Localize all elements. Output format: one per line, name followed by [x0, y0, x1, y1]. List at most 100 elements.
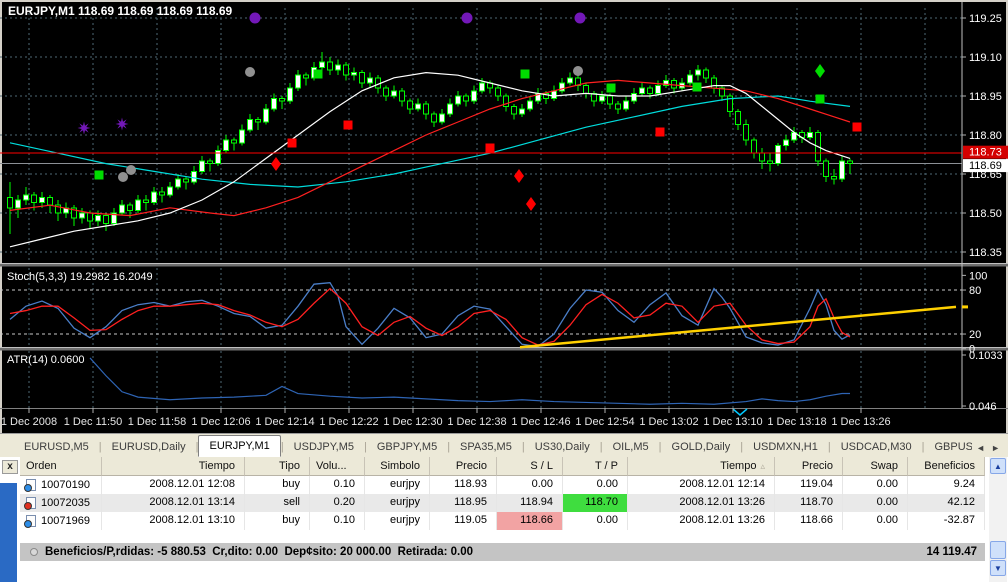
cell-tp: 0.00 [563, 512, 628, 530]
cell-price: 118.93 [430, 476, 497, 494]
column-header-precio[interactable]: Precio [430, 457, 497, 476]
column-header-orden[interactable]: Orden [20, 457, 102, 476]
time-axis-label: 1 Dec 12:22 [319, 416, 378, 428]
terminal-scrollbar[interactable]: ▲ ▼ [989, 457, 1007, 582]
green-square-marker [693, 83, 702, 92]
order-row-10071969[interactable]: 100719692008.12.01 13:10buy0.10eurjpy119… [20, 512, 985, 530]
purple-dot-marker [462, 13, 473, 24]
mt4-window: 119.25119.10118.95118.80118.65118.50118.… [0, 0, 1008, 582]
tabs-scroll-right-icon[interactable]: ► [991, 443, 1000, 453]
tab-gold-daily[interactable]: GOLD,Daily [662, 437, 741, 457]
cell-type: sell [245, 494, 310, 512]
tab-oil-m5[interactable]: OIL,M5 [603, 437, 659, 457]
gray-dot-marker [573, 66, 583, 76]
price-chart[interactable]: 119.25119.10118.95118.80118.65118.50118.… [0, 0, 1008, 433]
cell-swap: 0.00 [843, 512, 908, 530]
price-axis-label: 119.25 [969, 13, 1002, 25]
tab-eurjpy-m1[interactable]: EURJPY,M1 [198, 435, 280, 457]
atr-axis-label: 0.1033 [969, 350, 1003, 362]
column-header-volu-[interactable]: Volu... [310, 457, 365, 476]
purple-star-marker [78, 122, 91, 135]
column-header-tiempo[interactable]: Tiempo [102, 457, 245, 476]
cell-close_price: 118.70 [775, 494, 843, 512]
pane-separator [0, 264, 1008, 267]
scroll-down-icon[interactable]: ▼ [990, 560, 1006, 576]
green-square-marker [314, 70, 323, 79]
cell-symbol: eurjpy [365, 494, 430, 512]
bid-price-label: 118.69 [969, 160, 1002, 172]
time-axis-label: 1 Dec 12:14 [255, 416, 314, 428]
cell-time: 2008.12.01 13:14 [102, 494, 245, 512]
red-square-marker [344, 121, 353, 130]
line-price-label: 118.73 [969, 147, 1002, 159]
red-square-marker [853, 123, 862, 132]
order-row-10072035[interactable]: 100720352008.12.01 13:14sell0.20eurjpy11… [20, 494, 985, 512]
red-square-marker [288, 139, 297, 148]
cell-sl: 118.66 [497, 512, 563, 530]
candle [776, 143, 781, 166]
time-axis-label: 1 Dec 12:38 [447, 416, 506, 428]
scroll-up-icon[interactable]: ▲ [990, 458, 1006, 474]
cell-close_price: 118.66 [775, 512, 843, 530]
time-axis-label: 1 Dec 13:10 [703, 416, 762, 428]
column-header-tiempo[interactable]: Tiempo▵ [628, 457, 775, 476]
column-header-precio[interactable]: Precio [775, 457, 843, 476]
order-buy-icon [26, 515, 36, 527]
terminal-tab[interactable]: Terminal [0, 483, 17, 582]
tab-usdcad-m30[interactable]: USDCAD,M30 [831, 437, 922, 457]
gray-dot-marker [126, 165, 136, 175]
column-header-swap[interactable]: Swap [843, 457, 908, 476]
order-row-10070190[interactable]: 100701902008.12.01 12:08buy0.10eurjpy118… [20, 476, 985, 494]
purple-star-marker [116, 118, 129, 131]
cell-tp: 0.00 [563, 476, 628, 494]
cell-swap: 0.00 [843, 476, 908, 494]
tab-eurusd-daily[interactable]: EURUSD,Daily [102, 437, 196, 457]
green-square-marker [816, 95, 825, 104]
purple-dot-marker [250, 13, 261, 24]
stoch-axis-label: 20 [969, 329, 981, 341]
cell-order: 10071969 [20, 512, 102, 530]
cell-order: 10070190 [20, 476, 102, 494]
column-header-simbolo[interactable]: Simbolo [365, 457, 430, 476]
terminal-close-button[interactable]: x [2, 460, 18, 474]
cell-order: 10072035 [20, 494, 102, 512]
cell-swap: 0.00 [843, 494, 908, 512]
scrollbar-thumb[interactable] [990, 541, 1006, 559]
tab-spa35-m5[interactable]: SPA35,M5 [450, 437, 522, 457]
orders-table-header: OrdenTiempoTipoVolu...SimboloPrecioS / L… [20, 457, 985, 476]
time-axis-label: 1 Dec 13:18 [767, 416, 826, 428]
order-buy-icon [26, 479, 36, 491]
cell-type: buy [245, 476, 310, 494]
tab-gbpusd-m30[interactable]: GBPUSD,M30 [924, 437, 972, 457]
atr-axis-label: 0.046 [969, 401, 997, 413]
summary-text: Beneficios/P,rdidas: -5 880.53 Cr,dito: … [45, 546, 473, 558]
column-header-tipo[interactable]: Tipo [245, 457, 310, 476]
gray-dot-marker [245, 67, 255, 77]
price-axis-label: 119.10 [969, 52, 1002, 64]
cell-volume: 0.10 [310, 512, 365, 530]
column-header-t-p[interactable]: T / P [563, 457, 628, 476]
time-axis-label: 1 Dec 13:26 [831, 416, 890, 428]
column-header-s-l[interactable]: S / L [497, 457, 563, 476]
column-header-beneficios[interactable]: Beneficios [908, 457, 985, 476]
order-number: 10072035 [41, 495, 90, 512]
summary-total: 14 119.47 [926, 546, 985, 558]
tab-gbpjpy-m5[interactable]: GBPJPY,M5 [367, 437, 447, 457]
tabs-scroll-arrows: ◄ ► [972, 443, 1008, 457]
tab-usdjpy-m5[interactable]: USDJPY,M5 [284, 437, 364, 457]
time-axis-label: 1 Dec 12:54 [575, 416, 634, 428]
tab-eurusd-m5[interactable]: EURUSD,M5 [14, 437, 99, 457]
price-axis-label: 118.95 [969, 91, 1002, 103]
orders-table-body: 100701902008.12.01 12:08buy0.10eurjpy118… [20, 476, 985, 530]
tab-usdmxn-h1[interactable]: USDMXN,H1 [743, 437, 828, 457]
tab-us30-daily[interactable]: US30,Daily [525, 437, 600, 457]
tabs-scroll-left-icon[interactable]: ◄ [976, 443, 985, 453]
time-axis-label: 1 Dec 11:58 [128, 416, 187, 428]
order-number: 10071969 [41, 513, 90, 530]
cell-tp: 118.70 [563, 494, 628, 512]
cell-volume: 0.10 [310, 476, 365, 494]
time-axis-label: 1 Dec 13:02 [639, 416, 698, 428]
green-square-marker [521, 70, 530, 79]
chart-tabs-bar: EURUSD,M5|EURUSD,Daily|EURJPY,M1|USDJPY,… [0, 433, 1008, 457]
pane-separator [0, 347, 1008, 348]
